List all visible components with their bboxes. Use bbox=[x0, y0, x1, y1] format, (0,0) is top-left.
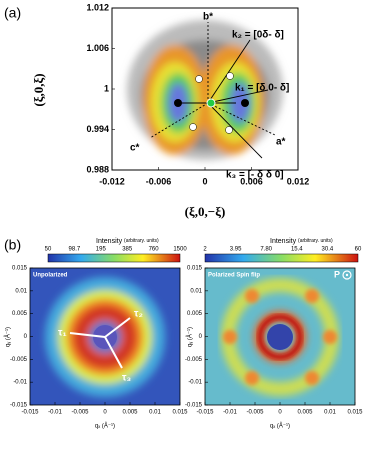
x-axis-label: qₓ (Å⁻¹) bbox=[95, 423, 115, 430]
annotation: b* bbox=[203, 12, 213, 23]
colorbar-tick-label: 7.80 bbox=[260, 247, 272, 253]
y-tick-label: -0.005 bbox=[185, 357, 203, 363]
y-tick-label: -0.015 bbox=[10, 403, 28, 409]
annotation: k₁ = [δ 0- δ] bbox=[235, 83, 289, 94]
x-axis-label: qₓ (Å⁻¹) bbox=[270, 423, 290, 430]
y-tick-label: 0 bbox=[199, 334, 203, 340]
x-tick-label: -0.006 bbox=[146, 176, 172, 186]
y-tick-label: 0 bbox=[24, 334, 28, 340]
y-tick-label: 1 bbox=[104, 83, 109, 93]
panel-label: (a) bbox=[4, 5, 21, 21]
polarization-icon bbox=[342, 270, 352, 280]
annotation: k₂ = [0δ- δ] bbox=[232, 30, 284, 41]
colorbar-tick-label: 98.7 bbox=[69, 247, 81, 253]
x-tick-label: 0.012 bbox=[287, 176, 310, 186]
colorbar-tick-label: 385 bbox=[122, 247, 133, 253]
colorbar-title: Intensity (arbitrary. units) bbox=[96, 238, 159, 245]
x-tick-label: 0.005 bbox=[297, 410, 313, 416]
x-tick-label: 0.01 bbox=[324, 410, 336, 416]
y-tick-label: -0.015 bbox=[185, 403, 203, 409]
x-axis-label: (ξ,0,−ξ) bbox=[185, 204, 226, 219]
x-tick-label: 0 bbox=[278, 410, 282, 416]
y-tick-label: 0.01 bbox=[190, 288, 202, 294]
y-axis-label: (ξ,0,ξ) bbox=[31, 73, 46, 106]
y-tick-label: 0.005 bbox=[187, 311, 203, 317]
x-tick-label: -0.012 bbox=[99, 176, 125, 186]
heatmap-left bbox=[30, 268, 180, 405]
y-axis-label: qᵧ (Å⁻¹) bbox=[187, 327, 194, 347]
y-tick-label: 0.015 bbox=[187, 266, 203, 272]
panel-label: (b) bbox=[4, 237, 21, 253]
annotation: c* bbox=[130, 143, 140, 154]
y-tick-label: 0.994 bbox=[86, 124, 109, 134]
y-tick-label: 1.012 bbox=[86, 2, 109, 12]
x-tick-label: -0.015 bbox=[196, 410, 214, 416]
y-tick-label: 0.015 bbox=[12, 266, 28, 272]
x-tick-label: 0 bbox=[202, 176, 207, 186]
heatmap-a bbox=[112, 8, 298, 170]
x-tick-label: 0.005 bbox=[122, 410, 138, 416]
y-tick-label: 0.988 bbox=[86, 164, 109, 174]
polarization-label: P bbox=[334, 269, 340, 279]
colorbar-tick-label: 30.4 bbox=[322, 247, 334, 253]
colorbar-tick-label: 50 bbox=[45, 247, 52, 253]
colorbar-tick-label: 760 bbox=[149, 247, 160, 253]
plot-label: Unpolarized bbox=[33, 273, 68, 279]
y-tick-label: -0.01 bbox=[13, 380, 27, 386]
colorbar bbox=[204, 253, 359, 263]
plot-label: Polarized Spin flip bbox=[208, 273, 260, 279]
x-tick-label: 0 bbox=[103, 410, 107, 416]
colorbar-tick-label: 2 bbox=[203, 247, 207, 253]
polarization-icon bbox=[345, 273, 349, 277]
y-tick-label: -0.01 bbox=[188, 380, 202, 386]
y-axis-label: qᵧ (Å⁻¹) bbox=[5, 327, 12, 347]
colorbar-tick-label: 195 bbox=[96, 247, 107, 253]
y-tick-label: 0.005 bbox=[12, 311, 28, 317]
annotation: τ₃ bbox=[122, 373, 131, 384]
colorbar-tick-label: 15.4 bbox=[291, 247, 303, 253]
colorbar-tick-label: 1500 bbox=[173, 247, 187, 253]
x-tick-label: -0.015 bbox=[21, 410, 39, 416]
x-tick-label: 0.006 bbox=[240, 176, 263, 186]
annotation: τ₁ bbox=[58, 328, 67, 339]
colorbar-title: Intensity (arbitrary. units) bbox=[270, 238, 333, 245]
colorbar bbox=[47, 253, 181, 263]
heatmap-right bbox=[205, 268, 355, 405]
x-tick-label: -0.005 bbox=[246, 410, 264, 416]
y-tick-label: -0.005 bbox=[10, 357, 28, 363]
annotation: k₃ = [- δ δ 0] bbox=[226, 170, 284, 181]
x-tick-label: -0.01 bbox=[48, 410, 62, 416]
annotation: τ₂ bbox=[134, 309, 143, 320]
x-tick-label: 0.015 bbox=[347, 410, 363, 416]
x-tick-label: 0.015 bbox=[172, 410, 188, 416]
annotation: a* bbox=[276, 137, 286, 148]
x-tick-label: -0.01 bbox=[223, 410, 237, 416]
y-tick-label: 0.01 bbox=[15, 288, 27, 294]
x-tick-label: 0.01 bbox=[149, 410, 161, 416]
x-tick-label: -0.005 bbox=[71, 410, 89, 416]
y-tick-label: 1.006 bbox=[86, 43, 109, 53]
colorbar-tick-label: 3.95 bbox=[230, 247, 242, 253]
colorbar-tick-label: 60 bbox=[355, 247, 362, 253]
